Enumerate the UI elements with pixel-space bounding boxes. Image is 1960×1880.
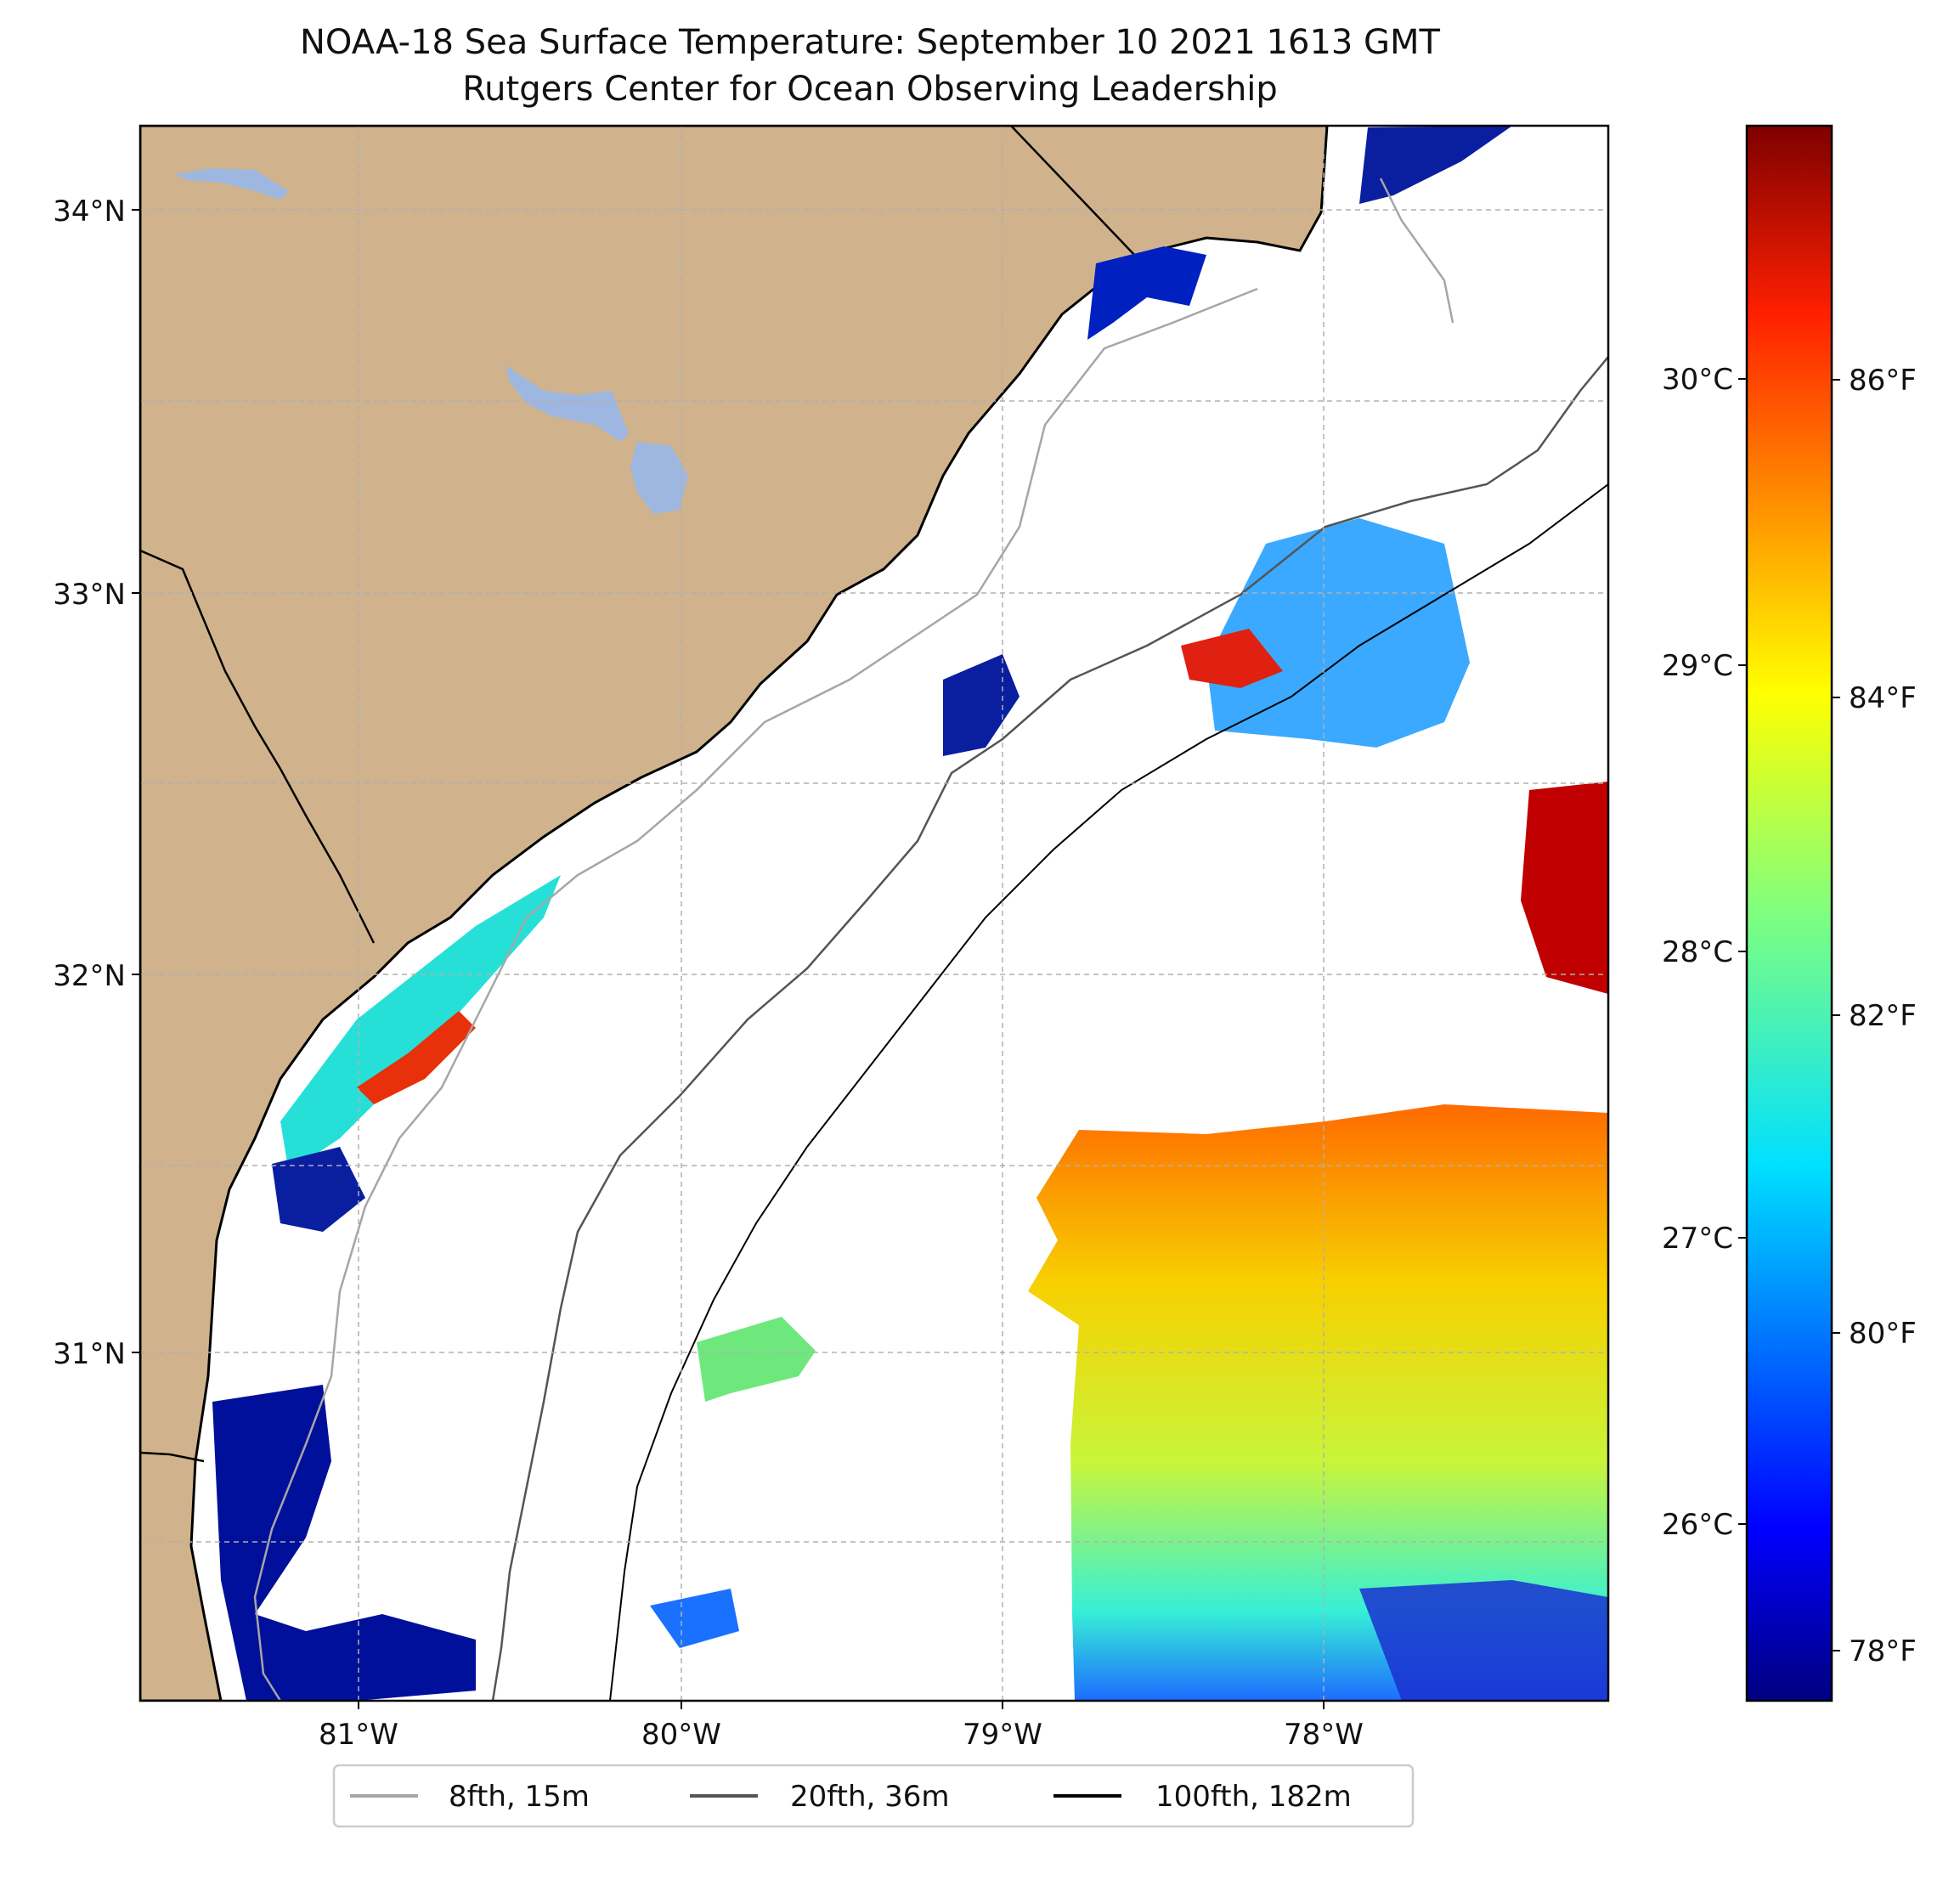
legend-label-100fth: 100fth, 182m [1155,1780,1352,1814]
sst-patch-small-south [650,1589,739,1648]
sst-patch-nc-corner [1359,126,1512,204]
sst-data [212,126,1608,1701]
lat-label-31: 31°N [53,1337,126,1371]
sst-patch-gulfstream-warm [1181,629,1283,688]
legend-label-8fth: 8fth, 15m [449,1780,590,1814]
lat-label-32: 32°N [53,959,126,993]
colorbar-label-30c: 30°C [1662,363,1733,397]
colorbar-gradient [1745,124,1833,1702]
chart-title: NOAA-18 Sea Surface Temperature: Septemb… [300,23,1441,62]
sst-patch-coast-ga-warm [357,1011,476,1104]
sst-patch-south-coast [212,1385,476,1701]
longitude-labels: 81°W 80°W 79°W 78°W [319,1701,1364,1752]
sst-patch-southeast-cool [1359,1580,1608,1701]
colorbar-label-27c: 27°C [1662,1222,1733,1256]
sst-patch-red-east [1521,782,1608,994]
sst-patch-coast-ga-cool [272,1147,365,1232]
georgia-river [140,1451,205,1463]
lon-label-80: 80°W [641,1718,721,1752]
gridlines [140,126,1608,1701]
sst-patch-mid [943,654,1020,756]
map-frame [138,124,1610,1702]
sst-patch-southeast [1028,1104,1608,1701]
chart-subtitle: Rutgers Center for Ocean Observing Leade… [462,70,1278,109]
isobath-20fth [491,356,1608,1701]
map-area [140,126,1608,1701]
colorbar-label-80f: 80°F [1849,1317,1917,1351]
isobath-8fth [253,178,1454,1701]
latitude-labels: 34°N 33°N 32°N 31°N [53,195,140,1371]
colorbar: 30°C 29°C 28°C 27°C 26°C 86°F 84°F 82°F … [1662,124,1917,1702]
legend-label-20fth: 20fth, 36m [790,1780,950,1814]
lon-label-79: 79°W [963,1718,1042,1752]
legend-box [332,1764,1415,1828]
lon-label-81: 81°W [319,1718,398,1752]
state-border [1010,126,1139,260]
colorbar-label-84f: 84°F [1849,681,1917,715]
legend: 8fth, 15m 20fth, 36m 100fth, 182m [332,1764,1415,1828]
colorbar-label-82f: 82°F [1849,999,1917,1033]
sst-patch-mid-south [697,1317,816,1402]
lake-marion [506,365,629,442]
sst-patch-coast-ga [280,875,561,1172]
lon-label-78: 78°W [1284,1718,1364,1752]
savannah-river [140,549,376,944]
lake-small [174,168,289,200]
isobath-100fth [609,483,1608,1701]
sst-patch-nc-north [1087,246,1206,340]
lake-moultrie [630,442,688,514]
lat-label-33: 33°N [53,578,126,612]
sst-patch-gulfstream [1206,518,1470,748]
colorbar-label-29c: 29°C [1662,649,1733,683]
colorbar-label-28c: 28°C [1662,935,1733,969]
colorbar-label-86f: 86°F [1849,364,1917,398]
colorbar-label-26c: 26°C [1662,1508,1733,1542]
colorbar-label-78f: 78°F [1849,1634,1917,1668]
lat-label-34: 34°N [53,195,126,229]
